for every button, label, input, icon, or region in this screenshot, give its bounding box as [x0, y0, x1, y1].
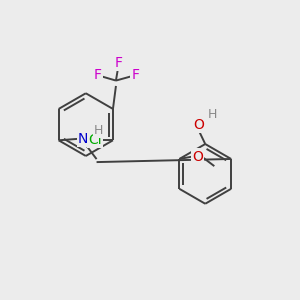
Text: F: F: [131, 68, 139, 82]
Text: O: O: [193, 118, 204, 132]
Text: Cl: Cl: [88, 133, 102, 147]
Text: N: N: [78, 132, 88, 146]
Text: H: H: [207, 108, 217, 121]
Text: H: H: [94, 124, 103, 137]
Text: F: F: [93, 68, 101, 82]
Text: F: F: [115, 56, 123, 70]
Text: O: O: [193, 150, 203, 164]
